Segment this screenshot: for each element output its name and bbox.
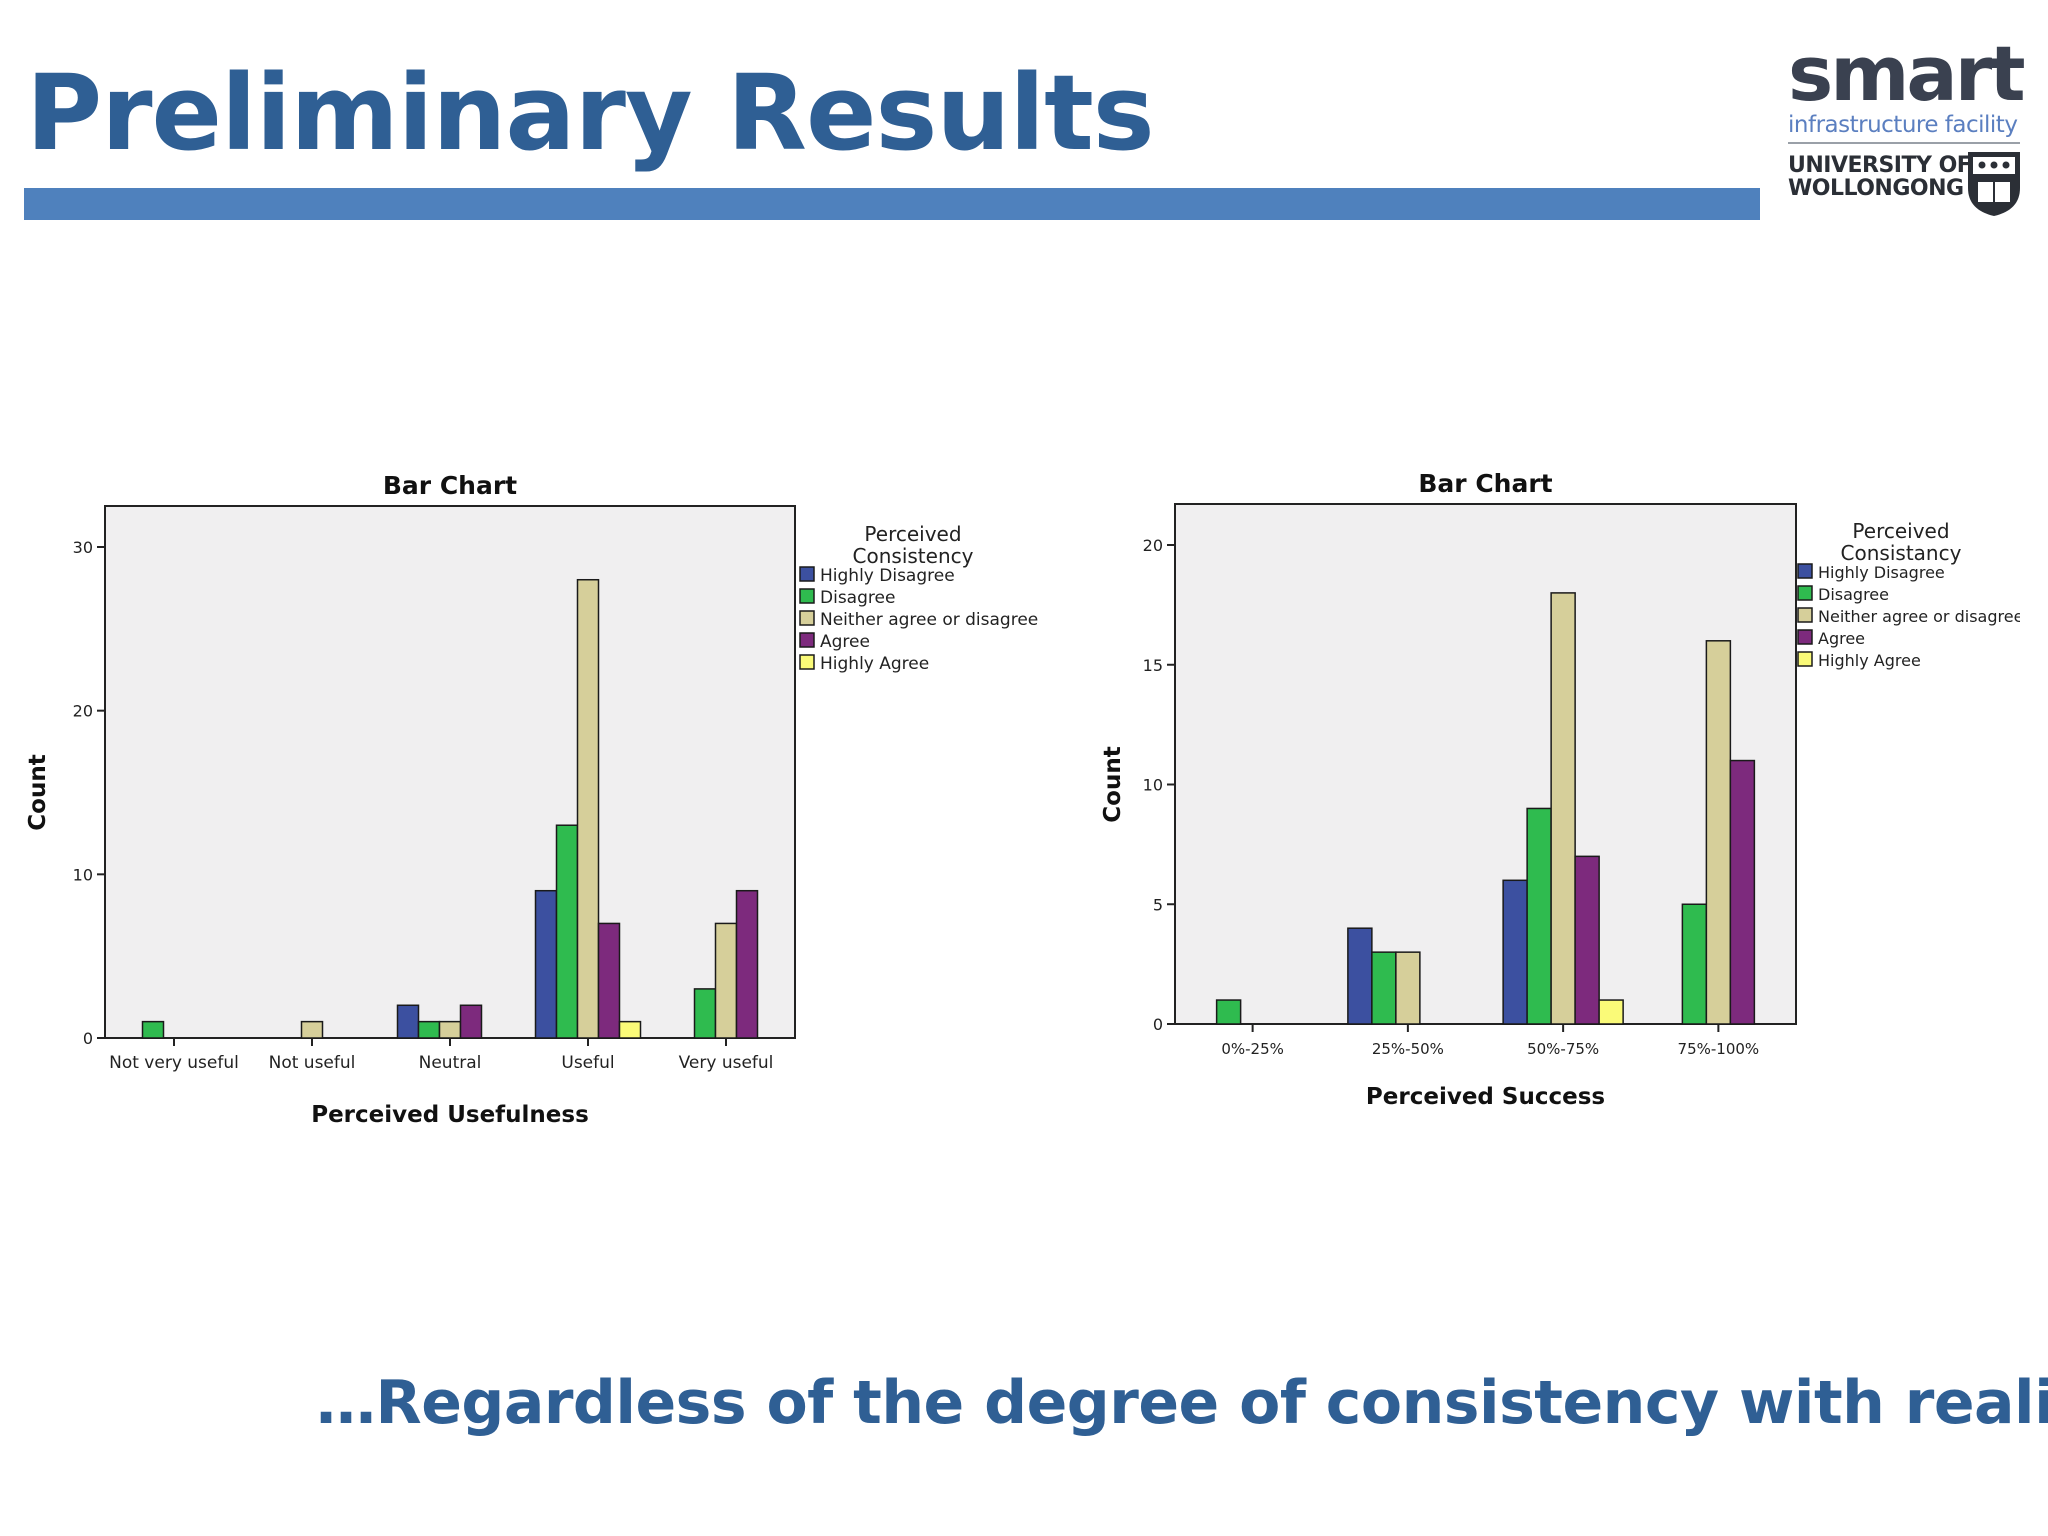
y-tick-label: 10 [73,865,93,884]
legend-swatch-highly-agree [1797,651,1813,667]
logo-brand: smart [1788,29,2026,118]
legend-swatch-agree [799,632,815,648]
bar-not-very-useful-disagree [141,1020,165,1039]
legend-label-highly-agree: Highly Agree [1818,651,1921,670]
bar-75-100-neither-agree-or-disagree [1705,640,1732,1025]
legend-label-highly-agree: Highly Agree [820,654,929,674]
bar-0-25-disagree [1215,999,1242,1025]
logo-divider [1788,142,2020,144]
success-bar-chart: Bar Chart 0 5 10 15 20 Count 0%-25% 25%-50% 50%-7… [1100,469,2020,1110]
y-tick-label: 0 [1153,1015,1163,1034]
legend-label-highly-disagree: Highly Disagree [1818,563,1945,582]
legend-swatch-disagree [1797,585,1813,601]
legend-swatch-disagree [799,588,815,604]
y-tick-label: 30 [73,538,93,557]
legend-title-line: Consistency [853,544,974,568]
x-tick-label-very-useful: Very useful [679,1053,774,1073]
legend-label-disagree: Disagree [1818,585,1889,604]
legend-title-line: Perceived [1852,519,1949,543]
conclusion-text: …Regardless of the degree of consistency… [316,1368,2048,1438]
legend-swatch-highly-disagree [799,566,815,582]
logo-subtitle: infrastructure facility [1788,112,2018,138]
usefulness-bar-chart: Bar Chart 0 10 20 30 Count Not very useful Not … [25,471,1038,1128]
bar-neutral-agree [459,1004,483,1039]
x-tick-label-25-50: 25%-50% [1372,1040,1444,1058]
plot-area [104,505,796,1039]
bar-50-75-disagree [1526,807,1552,1025]
bar-useful-highly-disagree [534,889,558,1039]
bar-50-75-agree [1574,855,1600,1025]
x-tick-label-not-useful: Not useful [269,1053,356,1073]
x-tick-label-0-25: 0%-25% [1221,1040,1284,1058]
logo-university-line2: WOLLONGONG [1788,176,1964,201]
legend-label-agree: Agree [820,632,870,652]
university-crest-icon [1968,152,2020,216]
y-tick-label: 5 [1153,895,1163,914]
bar-75-100-agree [1729,759,1756,1025]
bar-25-50-disagree [1371,951,1397,1025]
y-axis-label: Count [25,754,51,830]
legend-title-line: Consistancy [1841,541,1962,565]
x-tick-label-neutral: Neutral [419,1053,482,1073]
x-tick-label-75-100: 75%-100% [1678,1040,1760,1058]
x-tick-label-50-75: 50%-75% [1527,1040,1599,1058]
bar-neutral-neither-agree-or-disagree [438,1020,462,1039]
legend-swatch-highly-disagree [1797,563,1813,579]
chart-title: Bar Chart [383,471,517,500]
chart-title: Bar Chart [1418,469,1552,498]
y-tick-label: 15 [1143,656,1163,675]
bar-very-useful-neither-agree-or-disagree [714,922,738,1039]
bar-very-useful-disagree [693,988,717,1039]
bar-neutral-highly-disagree [396,1004,420,1039]
x-axis-label: Perceived Success [1366,1084,1605,1110]
bar-25-50-highly-disagree [1347,927,1373,1025]
x-tick-label-not-very-useful: Not very useful [109,1053,239,1073]
bar-useful-disagree [555,824,579,1039]
y-axis-label: Count [1100,746,1126,822]
bar-25-50-neither-agree-or-disagree [1395,951,1421,1025]
legend-label-neither-agree-or-disagree: Neither agree or disagree [820,610,1038,630]
logo-university-line1: UNIVERSITY OF [1788,153,1972,178]
smart-logo: smart infrastructure facility UNIVERSITY… [1788,36,2028,226]
legend-label-disagree: Disagree [820,588,895,608]
bar-useful-highly-agree [618,1020,642,1039]
bar-50-75-highly-disagree [1502,879,1528,1025]
legend-label-highly-disagree: Highly Disagree [820,566,955,586]
legend-label-agree: Agree [1818,629,1865,648]
legend-swatch-neither-agree-or-disagree [1797,607,1813,623]
bar-useful-agree [597,922,621,1039]
bar-very-useful-agree [735,889,759,1039]
slide-title: Preliminary Results [26,52,1155,174]
legend-swatch-highly-agree [799,654,815,670]
y-tick-label: 20 [73,702,93,721]
bar-50-75-neither-agree-or-disagree [1550,592,1576,1025]
bar-75-100-disagree [1681,903,1708,1025]
bar-useful-neither-agree-or-disagree [576,578,600,1039]
x-tick-label-useful: Useful [561,1053,614,1073]
legend-swatch-agree [1797,629,1813,645]
y-tick-label: 10 [1143,776,1163,795]
bar-not-useful-neither-agree-or-disagree [300,1020,324,1039]
bar-50-75-highly-agree [1598,999,1624,1025]
y-tick-label: 20 [1143,536,1163,555]
legend-swatch-neither-agree-or-disagree [799,610,815,626]
legend-label-neither-agree-or-disagree: Neither agree or disagree [1818,607,2020,626]
legend-title-line: Perceived [864,522,961,546]
x-axis-label: Perceived Usefulness [311,1102,589,1128]
bar-neutral-disagree [417,1020,441,1039]
title-underline-bar [24,188,1760,220]
y-tick-label: 0 [83,1029,93,1048]
